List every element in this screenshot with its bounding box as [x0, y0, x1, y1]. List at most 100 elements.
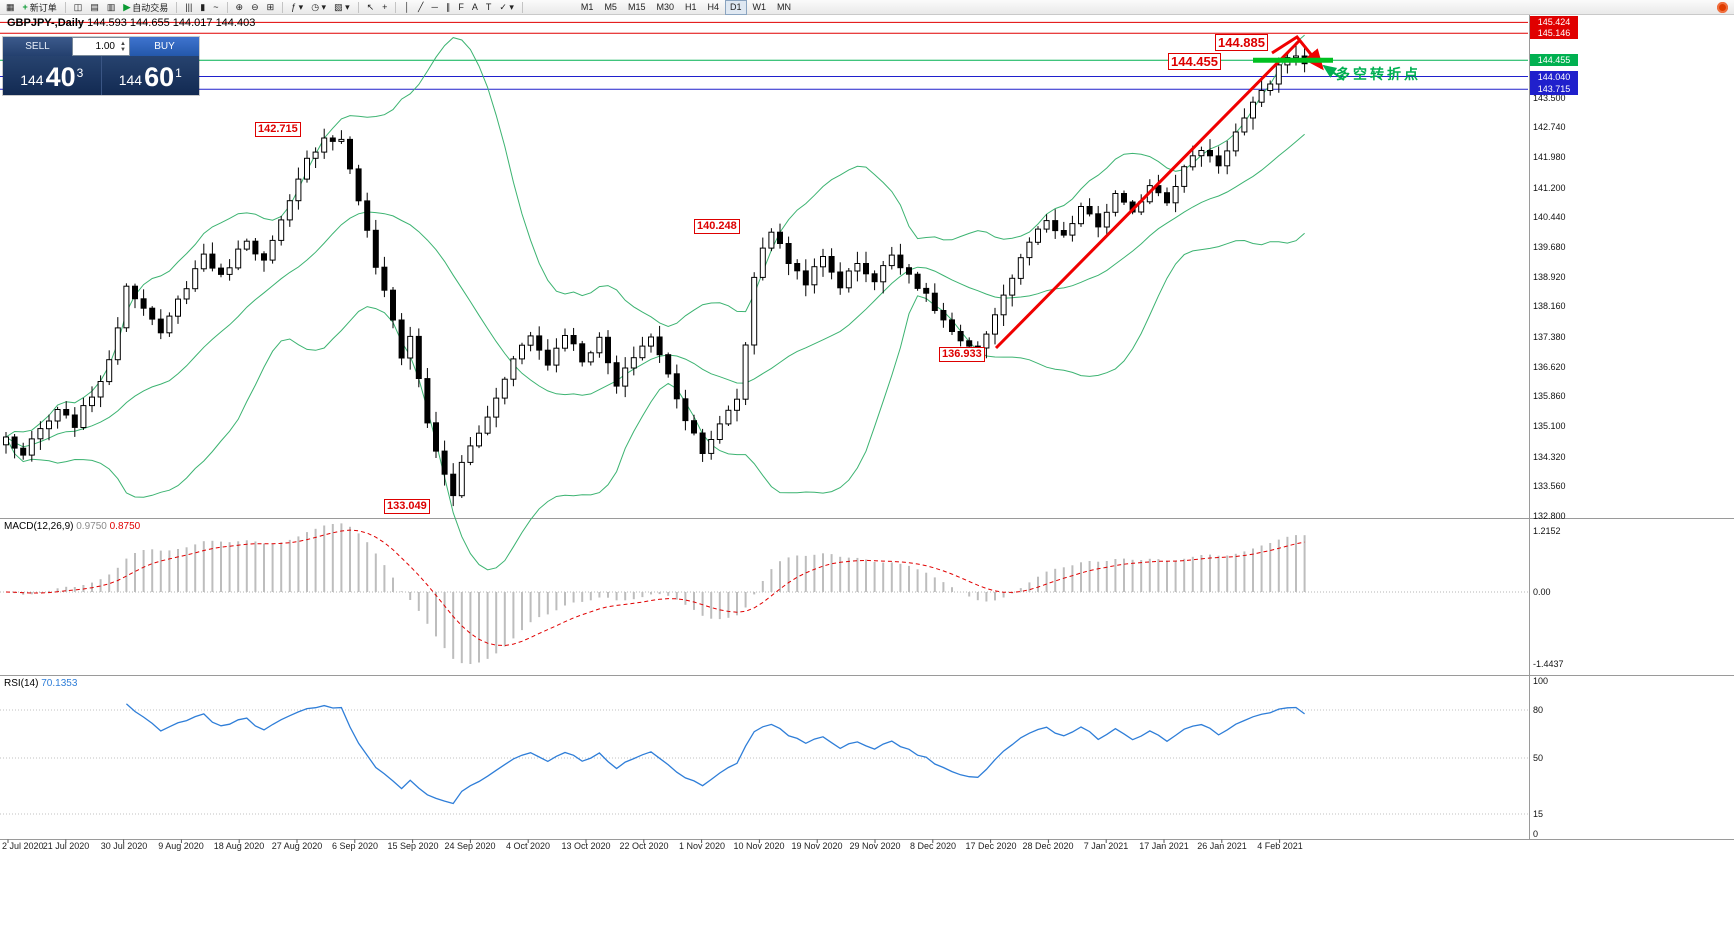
buy-button[interactable]: BUY [130, 37, 199, 56]
toolbar-separator [395, 1, 397, 13]
trendline-icon[interactable]: ╱ [415, 1, 426, 14]
buy-price[interactable]: 144 60 1 [102, 56, 200, 95]
price-axis-label: 141.200 [1533, 183, 1566, 193]
candlestick-type-icon[interactable]: ▮ [197, 1, 208, 14]
price-axis-label: 134.320 [1533, 452, 1566, 462]
rsi-panel-label: RSI(14) 70.1353 [4, 678, 77, 689]
horizontal-line-icon[interactable]: ─ [428, 1, 440, 14]
cursor-icon-glyph: ↖ [366, 1, 375, 12]
templates-icon[interactable]: ▧ ▾ [331, 1, 353, 14]
new-chart-icon[interactable]: ▦ [3, 1, 18, 14]
new-order-button-label: 新订单 [29, 2, 57, 13]
timeframe-d1[interactable]: D1 [725, 0, 747, 15]
panel-separators [0, 15, 1734, 840]
volume-input[interactable] [73, 41, 117, 52]
sell-price-sup: 3 [76, 66, 84, 80]
rsi-indicator [0, 703, 1528, 815]
price-callout[interactable]: 142.715 [255, 122, 301, 137]
cursor-icon[interactable]: ↖ [364, 1, 378, 14]
rsi-value: 70.1353 [41, 678, 78, 689]
date-axis-label: 6 Sep 2020 [331, 841, 379, 851]
price-callout[interactable]: 144.885 [1215, 34, 1268, 51]
rsi-axis-label: 80 [1533, 705, 1544, 715]
timeframe-m1[interactable]: M1 [580, 2, 594, 12]
bar-chart-type-icon[interactable]: ||| [182, 1, 195, 14]
indicators-icon[interactable]: ƒ ▾ [288, 1, 306, 14]
periods-icon[interactable]: ◷ ▾ [308, 1, 329, 14]
sell-button[interactable]: SELL [3, 37, 72, 56]
market-watch-icon-glyph: ▥ [106, 1, 116, 12]
fibonacci-icon[interactable]: F [455, 1, 467, 14]
crosshair-icon[interactable]: + [379, 1, 390, 14]
timeframe-h1[interactable]: H1 [684, 2, 697, 12]
profiles-icon[interactable]: ▤ [87, 1, 102, 14]
buy-price-main: 144 [118, 72, 143, 88]
date-axis-label: 18 Aug 2020 [213, 841, 265, 851]
date-axis-label: 7 Jan 2021 [1083, 841, 1129, 851]
price-callout[interactable]: 136.933 [939, 347, 985, 362]
volume-up-icon[interactable]: ▲ [120, 40, 126, 47]
tile-windows-icon[interactable]: ⊞ [264, 1, 278, 14]
price-callout[interactable]: 144.455 [1168, 53, 1221, 70]
timeframe-h4[interactable]: H4 [707, 2, 720, 12]
chart-ohlc-values: 144.593 144.655 144.017 144.403 [87, 17, 256, 29]
bar-chart-type-icon-glyph: ||| [185, 1, 193, 12]
zoom-out-icon[interactable]: ⊖ [248, 1, 262, 14]
price-callout[interactable]: 133.049 [384, 499, 430, 514]
date-axis-label: 30 Jul 2020 [100, 841, 148, 851]
label-icon[interactable]: T [483, 1, 495, 14]
reversal-arrow-object[interactable] [1271, 35, 1324, 71]
toolbar-separator [357, 1, 359, 13]
price-callout[interactable]: 140.248 [694, 219, 740, 234]
timeframe-m5[interactable]: M5 [604, 2, 617, 12]
charts-window-icon[interactable]: ◫ [71, 1, 86, 14]
timeframe-group: M1 M5 M15 M30 H1 H4 D1 W1 MN [576, 0, 796, 15]
toolbar-separator [176, 1, 178, 13]
sell-price-big: 40 [45, 62, 76, 92]
buy-price-sup: 1 [175, 66, 182, 80]
price-axis-tag: 145.146 [1530, 27, 1578, 39]
price-axis-label: 141.980 [1533, 152, 1566, 162]
equidistant-channel-icon[interactable]: ∥ [443, 1, 454, 14]
crosshair-icon-glyph: + [382, 1, 388, 12]
zoom-out-icon-glyph: ⊖ [251, 1, 259, 12]
new-order-button[interactable]: + 新订单 [20, 1, 60, 14]
line-chart-type-icon[interactable]: ~ [210, 1, 221, 14]
date-axis-label: 29 Nov 2020 [849, 841, 901, 851]
trend-line-object[interactable] [994, 38, 1302, 350]
date-axis-label: 8 Dec 2020 [909, 841, 957, 851]
macd-name: MACD(12,26,9) [4, 521, 74, 532]
price-axis-label: 139.680 [1533, 242, 1566, 252]
date-axis-label: 24 Sep 2020 [444, 841, 496, 851]
label-icon-glyph: T [485, 1, 492, 12]
price-axis-label: 138.920 [1533, 272, 1566, 282]
price-axis-label: 143.500 [1533, 93, 1566, 103]
notification-icon[interactable] [1717, 2, 1728, 13]
text-icon-glyph: A [471, 1, 478, 12]
templates-icon-glyph: ▧ ▾ [334, 1, 350, 12]
text-icon[interactable]: A [469, 1, 481, 14]
turning-point-annotation[interactable]: 多空转折点 [1336, 66, 1421, 82]
zoom-in-icon[interactable]: ⊕ [233, 1, 247, 14]
date-axis-label: 21 Jul 2020 [42, 841, 90, 851]
price-axis-label: 137.380 [1533, 332, 1566, 342]
sell-price[interactable]: 144 40 3 [3, 56, 101, 95]
rsi-axis-label: 100 [1533, 676, 1549, 686]
date-axis-label: 4 Feb 2021 [1257, 841, 1303, 851]
timeframe-mn[interactable]: MN [777, 2, 792, 12]
line-chart-type-icon-glyph: ~ [213, 1, 219, 12]
timeframe-m30[interactable]: M30 [656, 2, 674, 12]
toolbar-separator [521, 1, 523, 13]
date-axis-label: 17 Jan 2021 [1139, 841, 1189, 851]
autotrading-button[interactable]: ▶ 自动交易 [120, 1, 171, 14]
volume-down-icon[interactable]: ▼ [120, 46, 126, 53]
market-watch-icon[interactable]: ▥ [104, 1, 119, 14]
vertical-line-icon-glyph: │ [404, 1, 411, 12]
macd-axis-label: -1.4437 [1533, 659, 1564, 669]
chart-symbol-period: GBPJPY-,Daily [7, 17, 85, 29]
arrows-icon[interactable]: ✓ ▾ [496, 1, 517, 14]
vertical-line-icon[interactable]: │ [401, 1, 413, 14]
equidistant-channel-icon-glyph: ∥ [445, 1, 451, 12]
timeframe-m15[interactable]: M15 [627, 2, 646, 12]
timeframe-w1[interactable]: W1 [752, 2, 767, 12]
